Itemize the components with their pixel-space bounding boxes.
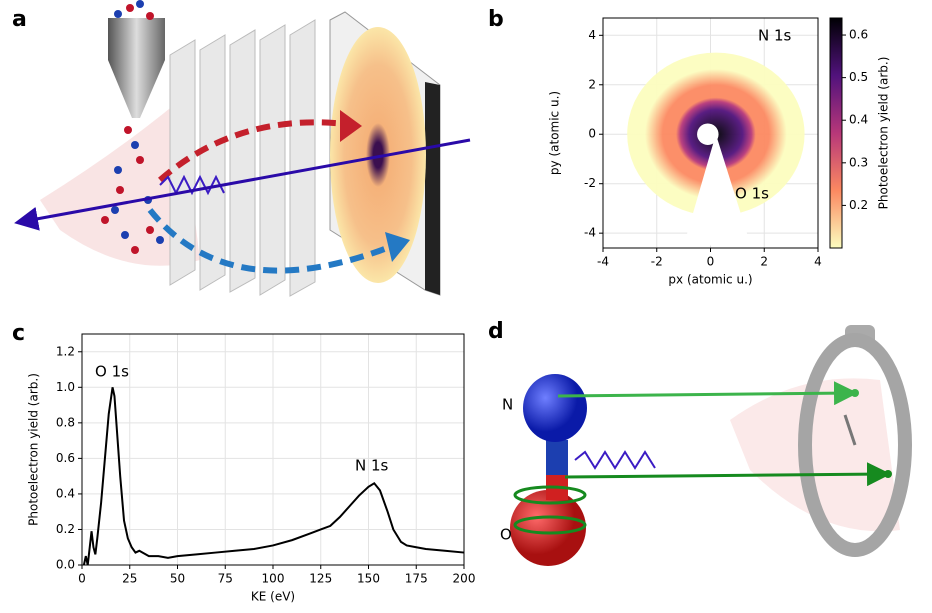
axes-frame (602, 17, 819, 249)
colorbar-tick-label: 0.3 (849, 155, 868, 169)
x-tick-label: -4 (597, 255, 609, 269)
x-tick-label: 25 (122, 572, 137, 586)
y-axis-label: py (atomic u.) (548, 91, 562, 175)
colorbar-tick-label: 0.5 (849, 70, 868, 84)
y-tick-label: -2 (584, 176, 596, 190)
x-tick-label: 100 (262, 572, 285, 586)
annotation: O 1s (735, 185, 769, 203)
x-tick-label: 150 (357, 572, 380, 586)
colorbar-tick-label: 0.4 (849, 113, 868, 127)
y-tick-label: 0 (588, 127, 596, 141)
colorbar-label: Photoelectron yield (arb.) (877, 57, 891, 210)
colorbar-tick-label: 0.6 (849, 28, 868, 42)
colorbar-tick-label: 0.2 (849, 198, 868, 212)
axes-frame (81, 333, 465, 566)
panel-d-illustration (510, 325, 912, 566)
y-tick-label: 2 (588, 77, 596, 91)
x-tick-label: 4 (814, 255, 822, 269)
x-axis-label: px (atomic u.) (668, 273, 752, 287)
colorbar (829, 17, 843, 249)
x-tick-label: 0 (707, 255, 715, 269)
y-tick-label: 0.0 (56, 558, 75, 572)
x-tick-label: 175 (405, 572, 428, 586)
x-tick-label: -2 (651, 255, 663, 269)
atom-label: O (500, 526, 512, 544)
annotation: O 1s (95, 363, 129, 381)
y-tick-label: 0.4 (56, 486, 75, 500)
data-line (82, 387, 465, 566)
x-axis-label: KE (eV) (251, 590, 295, 604)
x-tick-label: 2 (760, 255, 768, 269)
x-tick-label: 75 (218, 572, 233, 586)
panel-label: b (488, 7, 504, 32)
y-tick-label: 0.6 (56, 451, 75, 465)
panel-label: d (488, 319, 504, 344)
y-tick-label: 0.2 (56, 522, 75, 536)
x-tick-label: 0 (78, 572, 86, 586)
x-tick-label: 200 (453, 572, 476, 586)
y-tick-label: 0.8 (56, 415, 75, 429)
panel-a-illustration (14, 0, 471, 297)
heatmap-gap (683, 134, 751, 246)
heatmap-hole (697, 123, 719, 145)
y-tick-label: 1.2 (56, 344, 75, 358)
x-tick-label: 125 (309, 572, 332, 586)
annotation: N 1s (355, 457, 389, 475)
panel-label: a (12, 7, 27, 32)
panel-label: c (12, 321, 25, 346)
x-tick-label: 50 (170, 572, 185, 586)
y-tick-label: 4 (588, 28, 596, 42)
y-tick-label: 1.0 (56, 380, 75, 394)
y-tick-label: -4 (584, 226, 596, 240)
annotation: N 1s (758, 27, 792, 45)
y-axis-label: Photoelectron yield (arb.) (27, 373, 41, 526)
atom-label: N (502, 396, 513, 414)
